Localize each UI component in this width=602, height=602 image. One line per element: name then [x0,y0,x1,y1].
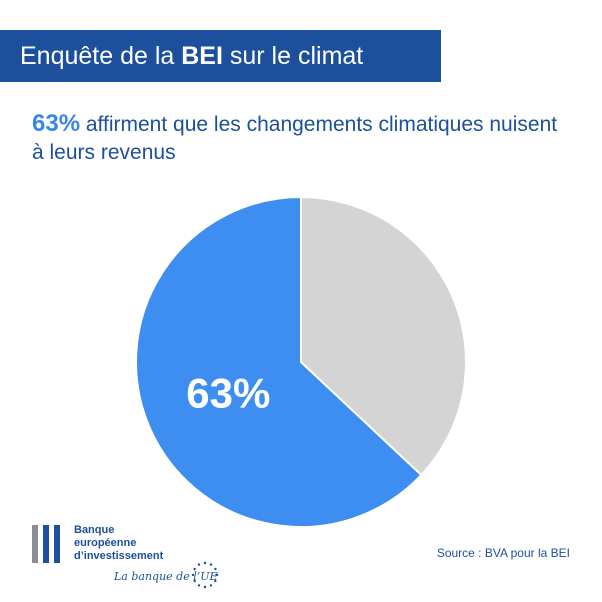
logo-line2: européenne [74,537,137,549]
eu-star [193,567,196,571]
eu-star [209,584,213,587]
pie-slice-1 [300,196,467,476]
title-text-pre: Enquête de la [20,41,182,70]
eu-stars-icon [191,561,219,589]
subtitle-text: affirment que les changements climatique… [32,113,558,164]
eu-star [197,563,201,566]
eu-star [191,573,195,577]
logo-line3: d’investissement [74,550,164,562]
subtitle-highlight: 63% [32,110,81,137]
title-text-post: sur le climat [222,41,364,70]
pie-slice-0 [135,196,423,528]
title-banner: Enquête de la BEI sur le climat [0,30,441,82]
eu-star [203,585,207,589]
eu-star [209,563,213,566]
eu-star [215,573,219,577]
logo-line1: Banque [74,524,115,536]
eu-star [203,561,207,565]
source-note: Source : BVA pour la BEI [436,546,570,560]
subtitle: 63% affirment que les changements climat… [32,110,572,167]
eu-star [197,584,201,587]
logo-bars-icon [32,525,60,563]
eu-star [214,579,217,583]
logo-text: Banque européenne d’investissement [74,524,204,563]
logo-tagline: La banque de l’UE [114,570,218,583]
title-text-bold: BEI [181,41,223,70]
eu-star [193,579,196,583]
pie-label-0: 63% [186,369,270,416]
eu-star [214,567,217,571]
eib-logo: Banque européenne d’investissement La ba… [32,522,219,592]
